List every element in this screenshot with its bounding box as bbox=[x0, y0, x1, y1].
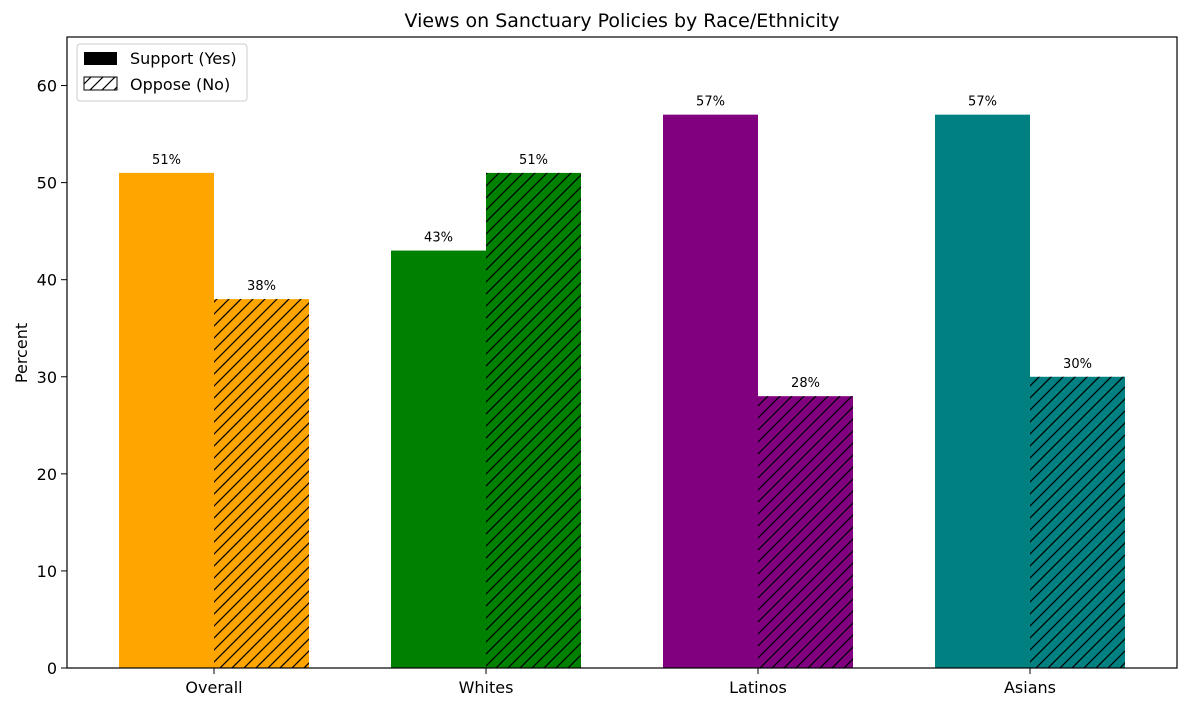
bar-hatch-asians-oppose bbox=[1030, 376, 1125, 668]
data-label-overall-support: 51% bbox=[152, 153, 181, 168]
data-label-overall-oppose: 38% bbox=[247, 279, 276, 294]
bar-asians-support bbox=[935, 114, 1030, 668]
y-tick-label-60: 60 bbox=[37, 77, 57, 96]
x-tick-label-latinos: Latinos bbox=[729, 678, 787, 697]
data-label-asians-support: 57% bbox=[968, 95, 997, 110]
legend-label-support: Support (Yes) bbox=[130, 49, 237, 68]
bar-latinos-support bbox=[663, 114, 758, 668]
y-tick-label-10: 10 bbox=[37, 562, 57, 581]
bar-whites-support bbox=[391, 250, 486, 669]
legend-label-oppose: Oppose (No) bbox=[130, 75, 230, 94]
y-tick-label-50: 50 bbox=[37, 174, 57, 193]
y-tick-label-20: 20 bbox=[37, 465, 57, 484]
y-axis-label: Percent bbox=[12, 323, 31, 383]
bar-hatch-overall-oppose bbox=[214, 299, 309, 668]
y-axis-ticks: 0 10 20 30 40 50 60 bbox=[37, 77, 67, 678]
bar-overall-support bbox=[119, 172, 214, 668]
x-axis-ticks: Overall Whites Latinos Asians bbox=[185, 668, 1056, 697]
bar-hatch-latinos-oppose bbox=[758, 396, 853, 668]
data-label-asians-oppose: 30% bbox=[1063, 357, 1092, 372]
data-label-whites-oppose: 51% bbox=[519, 153, 548, 168]
chart-title: Views on Sanctuary Policies by Race/Ethn… bbox=[404, 10, 839, 32]
data-label-whites-support: 43% bbox=[424, 231, 453, 246]
y-tick-label-0: 0 bbox=[47, 659, 57, 678]
bars-group: 51% 38% 43% 51% 57% 28% 57% 30% bbox=[119, 95, 1125, 669]
legend-swatch-support bbox=[84, 52, 117, 65]
data-label-latinos-oppose: 28% bbox=[791, 376, 820, 391]
legend-swatch-oppose bbox=[83, 76, 118, 91]
legend: Support (Yes) Oppose (No) bbox=[76, 43, 248, 102]
y-tick-label-40: 40 bbox=[37, 271, 57, 290]
y-tick-label-30: 30 bbox=[37, 368, 57, 387]
plot-frame bbox=[66, 36, 1178, 669]
x-tick-label-asians: Asians bbox=[1004, 678, 1056, 697]
x-tick-label-overall: Overall bbox=[185, 678, 242, 697]
x-tick-label-whites: Whites bbox=[459, 678, 514, 697]
legend-box bbox=[76, 43, 248, 102]
data-label-latinos-support: 57% bbox=[696, 95, 725, 110]
bar-hatch-whites-oppose bbox=[486, 172, 581, 668]
